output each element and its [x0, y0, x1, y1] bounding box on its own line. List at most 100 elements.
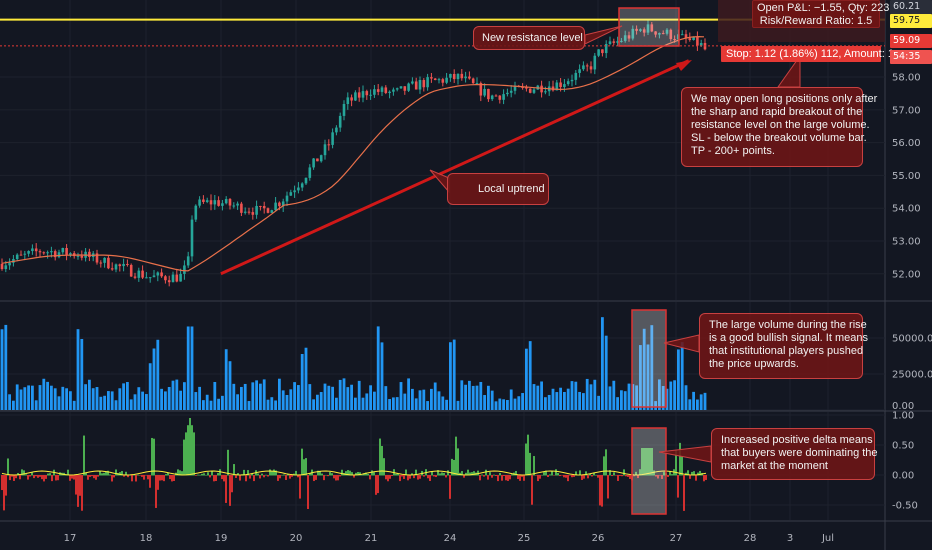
candle-body: [346, 97, 350, 105]
candle-body: [570, 79, 574, 82]
volume-bar: [445, 399, 448, 410]
volume-bar: [635, 385, 638, 410]
volume-bar: [490, 390, 494, 410]
volume-bar: [680, 342, 684, 410]
delta-bar: [543, 472, 545, 476]
volume-bar: [369, 385, 372, 410]
candle-body: [487, 88, 490, 100]
volume-bar: [688, 399, 692, 410]
x-tick-label: 25: [518, 533, 531, 544]
volume-bar: [236, 394, 239, 410]
volume-bar: [57, 396, 61, 410]
delta-bar: [525, 443, 527, 476]
volume-bar: [8, 394, 11, 410]
annotation-volume-line-1: The large volume during the rise: [709, 319, 867, 331]
candle-body: [228, 198, 232, 206]
delta-bar: [71, 475, 73, 479]
candle-body: [213, 200, 217, 205]
volume-bar: [399, 382, 403, 410]
volume-bar: [361, 397, 365, 410]
candle-body: [384, 87, 388, 93]
delta-bar: [575, 471, 577, 476]
volume-bar: [392, 397, 395, 410]
volume-bar: [509, 389, 513, 410]
volume-bar: [160, 388, 163, 410]
delta-bar: [461, 471, 463, 476]
delta-bar: [679, 442, 681, 476]
candle-body: [107, 257, 110, 269]
delta-bar: [671, 474, 673, 476]
volume-bar: [126, 381, 129, 410]
volume-bar: [684, 385, 688, 410]
delta-bar: [331, 473, 333, 476]
delta-bar: [345, 471, 347, 476]
candle-body: [175, 274, 179, 282]
volume-bar: [304, 347, 308, 410]
annotation-long-line-1: We may open long positions only after: [691, 93, 878, 105]
volume-bar: [471, 385, 475, 410]
delta-bar: [285, 475, 287, 480]
candle-body: [61, 247, 65, 253]
delta-bar: [121, 471, 123, 476]
delta-bar: [101, 473, 103, 476]
delta-bar: [503, 475, 505, 477]
delta-bar: [499, 473, 501, 476]
candle-body: [566, 81, 570, 85]
volume-bar: [12, 400, 15, 410]
volume-bar: [110, 391, 114, 410]
volume-bar: [582, 393, 585, 410]
delta-bar: [91, 475, 93, 477]
volume-bar: [354, 397, 357, 410]
delta-bar: [299, 475, 301, 499]
delta-bar: [171, 475, 173, 482]
candle-body: [23, 253, 27, 255]
delta-bar: [487, 475, 489, 480]
candle-body: [418, 80, 422, 90]
delta-bar: [269, 469, 271, 476]
candle-body: [464, 76, 467, 79]
volume-bar: [654, 401, 657, 410]
annotation-long-line-4: SL - below the breakout volume bar.: [691, 132, 867, 144]
delta-bar: [391, 475, 393, 476]
candle-body: [585, 65, 589, 67]
volume-bar: [430, 388, 433, 410]
delta-bar: [489, 472, 491, 476]
volume-bar: [506, 400, 509, 410]
volume-bar: [479, 381, 483, 410]
delta-bar: [647, 448, 649, 476]
delta-bar: [41, 475, 43, 480]
delta-bar: [137, 474, 139, 476]
candle-body: [445, 77, 448, 83]
volume-bar: [266, 399, 270, 410]
breakout-highlight-price: [618, 7, 680, 47]
delta-bar: [509, 475, 511, 480]
volume-bar: [696, 399, 699, 410]
volume-bar: [631, 384, 635, 410]
volume-bar: [703, 392, 707, 410]
overlays: [0, 0, 885, 515]
delta-bar: [659, 475, 661, 476]
delta-bar: [159, 475, 161, 481]
volume-bar: [259, 383, 262, 410]
candle-body: [156, 272, 160, 276]
delta-bar: [45, 475, 47, 479]
delta-bar: [551, 471, 553, 476]
delta-bar: [399, 475, 401, 482]
delta-bar: [81, 475, 83, 511]
candle-body: [0, 263, 4, 270]
volume-tick-label: 0.00: [892, 401, 914, 412]
delta-bar: [211, 470, 213, 476]
delta-bar: [5, 475, 7, 496]
x-tick-label: 27: [670, 533, 683, 544]
delta-bar: [485, 469, 487, 476]
delta-signal-line: [1, 470, 707, 476]
volume-bar: [167, 387, 171, 410]
delta-bar: [457, 448, 459, 476]
candle-body: [673, 39, 676, 41]
delta-bar: [403, 475, 405, 479]
volume-bar: [365, 393, 369, 410]
delta-bar: [567, 475, 569, 482]
delta-bar: [703, 475, 705, 482]
delta-bar: [417, 475, 419, 480]
uptrend-arrowhead: [676, 60, 692, 71]
